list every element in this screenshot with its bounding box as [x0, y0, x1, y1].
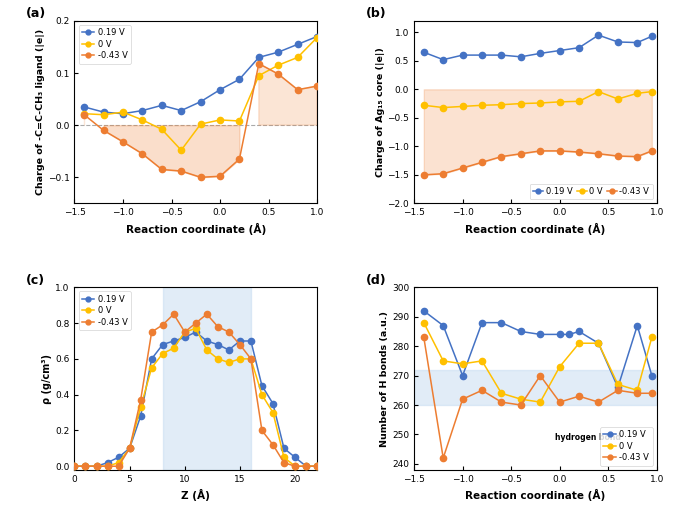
- Text: hydrogen bond: hydrogen bond: [555, 433, 621, 442]
- X-axis label: Reaction coordinate (Å): Reaction coordinate (Å): [126, 223, 266, 235]
- Legend: 0.19 V, 0 V, -0.43 V: 0.19 V, 0 V, -0.43 V: [79, 25, 131, 64]
- Y-axis label: ρ (g/cm³): ρ (g/cm³): [43, 353, 52, 404]
- X-axis label: Reaction coordinate (Å): Reaction coordinate (Å): [465, 223, 605, 235]
- X-axis label: Reaction coordinate (Å): Reaction coordinate (Å): [465, 489, 605, 501]
- Bar: [414, 370, 657, 405]
- Text: (d): (d): [366, 274, 386, 287]
- Y-axis label: Charge of Ag₁₅ core (|e|): Charge of Ag₁₅ core (|e|): [376, 47, 385, 177]
- Y-axis label: Number of H bonds (a.u.): Number of H bonds (a.u.): [380, 311, 389, 446]
- Bar: [162, 287, 251, 470]
- Text: (c): (c): [26, 274, 45, 287]
- Y-axis label: Charge of -C=C-CH₃ ligand (|e|): Charge of -C=C-CH₃ ligand (|e|): [36, 29, 45, 195]
- X-axis label: Z (Å): Z (Å): [181, 489, 210, 501]
- Legend: 0.19 V, 0 V, -0.43 V: 0.19 V, 0 V, -0.43 V: [530, 184, 653, 199]
- Legend: 0.19 V, 0 V, -0.43 V: 0.19 V, 0 V, -0.43 V: [79, 291, 131, 330]
- Text: (a): (a): [26, 7, 46, 20]
- Legend: 0.19 V, 0 V, -0.43 V: 0.19 V, 0 V, -0.43 V: [600, 427, 653, 466]
- Text: (b): (b): [366, 7, 386, 20]
